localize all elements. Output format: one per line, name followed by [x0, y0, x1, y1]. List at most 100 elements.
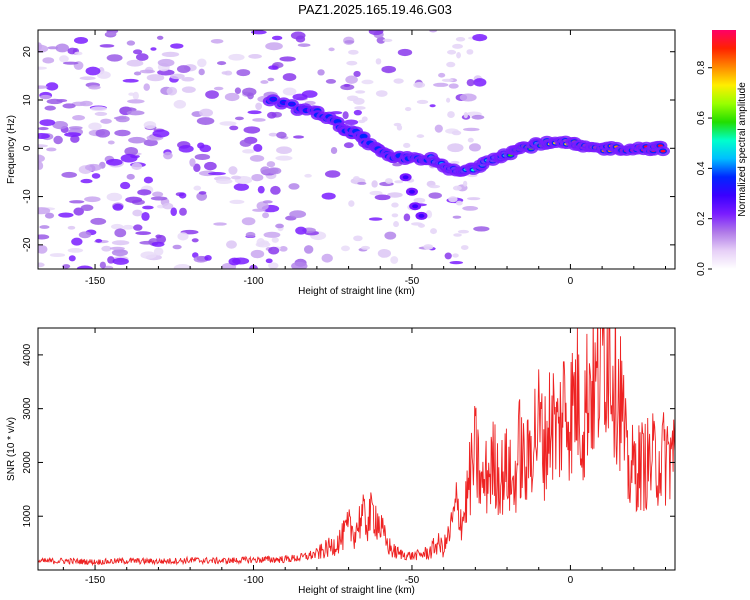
noise-blob	[133, 71, 142, 76]
noise-blob	[473, 226, 490, 232]
noise-blob	[252, 118, 266, 122]
noise-blob	[141, 211, 150, 221]
branch-core	[402, 175, 409, 180]
noise-blob	[42, 57, 55, 64]
noise-blob	[124, 147, 139, 156]
noise-blob	[44, 105, 56, 111]
noise-blob	[266, 161, 276, 168]
noise-blob	[221, 71, 228, 75]
noise-blob	[95, 238, 103, 243]
noise-blob	[38, 234, 50, 240]
noise-blob	[262, 200, 273, 204]
noise-blob	[376, 36, 386, 44]
snr-series-line	[38, 328, 675, 567]
line-background	[38, 328, 675, 570]
colorbar-tick-label: 0.0	[696, 262, 707, 276]
noise-blob	[135, 231, 152, 235]
noise-blob	[256, 201, 269, 211]
noise-blob	[173, 99, 187, 109]
noise-blob	[459, 93, 477, 102]
noise-blob	[150, 196, 168, 201]
noise-blob	[199, 108, 214, 117]
noise-blob	[472, 34, 488, 42]
faint-blob	[391, 202, 399, 208]
noise-blob	[73, 207, 85, 216]
noise-blob	[241, 217, 256, 226]
faint-blob	[391, 213, 399, 218]
faint-blob	[382, 38, 393, 42]
noise-blob	[368, 217, 383, 221]
noise-blob	[197, 142, 205, 149]
noise-blob	[249, 154, 265, 162]
y-tick-label: -10	[22, 189, 33, 204]
noise-blob	[429, 104, 436, 108]
noise-blob	[79, 76, 96, 81]
noise-blob	[96, 71, 111, 79]
noise-blob	[152, 129, 170, 138]
noise-blob	[94, 111, 108, 116]
noise-blob	[139, 69, 156, 74]
noise-blob	[275, 223, 284, 229]
noise-blob	[252, 208, 266, 212]
noise-blob	[128, 136, 146, 144]
line-frame	[37, 327, 676, 571]
branch-core	[412, 204, 419, 209]
faint-blob	[416, 134, 425, 138]
noise-blob	[438, 72, 446, 78]
noise-blob	[215, 178, 233, 185]
noise-blob	[208, 172, 226, 176]
noise-blob	[90, 106, 108, 112]
noise-blob	[38, 44, 49, 53]
noise-blob	[226, 240, 237, 249]
faint-blob	[452, 43, 463, 49]
noise-blob	[115, 115, 130, 123]
noise-blob	[197, 58, 207, 68]
y-tick-label: 3000	[22, 397, 33, 420]
faint-blob	[354, 106, 366, 110]
faint-blob	[453, 233, 462, 237]
faint-blob	[394, 180, 404, 184]
y-axis-label: SNR (10 * v/v)	[6, 417, 17, 481]
noise-blob	[433, 82, 449, 87]
noise-blob	[73, 37, 89, 44]
noise-blob	[78, 231, 92, 239]
noise-blob	[172, 244, 182, 250]
noise-blob	[99, 261, 106, 269]
noise-blob	[84, 196, 101, 203]
noise-blob	[131, 162, 143, 171]
noise-blob	[38, 85, 48, 89]
faint-blob	[447, 111, 455, 119]
noise-blob	[114, 129, 131, 137]
noise-blob	[122, 78, 139, 83]
noise-blob	[169, 73, 185, 80]
noise-blob	[38, 66, 47, 70]
x-tick-label: -100	[243, 276, 263, 287]
faint-blob	[375, 90, 388, 97]
noise-blob	[276, 131, 287, 139]
noise-blob	[111, 249, 128, 257]
noise-blob	[229, 199, 245, 204]
noise-blob	[49, 253, 66, 258]
noise-blob	[189, 158, 196, 167]
faint-blob	[457, 229, 470, 234]
noise-blob	[462, 206, 479, 211]
noise-blob	[64, 132, 82, 137]
noise-blob	[112, 203, 124, 211]
noise-blob	[80, 204, 94, 211]
noise-blob	[62, 103, 76, 109]
faint-blob	[452, 185, 462, 191]
faint-blob	[447, 49, 457, 55]
noise-blob	[178, 192, 187, 199]
noise-blob	[39, 225, 50, 229]
noise-blob	[45, 82, 59, 91]
faint-blob	[456, 52, 461, 59]
noise-blob	[139, 240, 156, 245]
noise-blob	[170, 207, 177, 217]
noise-blob	[219, 121, 237, 126]
noise-blob	[234, 87, 242, 94]
faint-blob	[403, 142, 411, 149]
noise-blob	[152, 191, 164, 198]
faint-blob	[441, 78, 454, 82]
noise-blob	[234, 116, 244, 121]
branch-core	[408, 189, 415, 194]
